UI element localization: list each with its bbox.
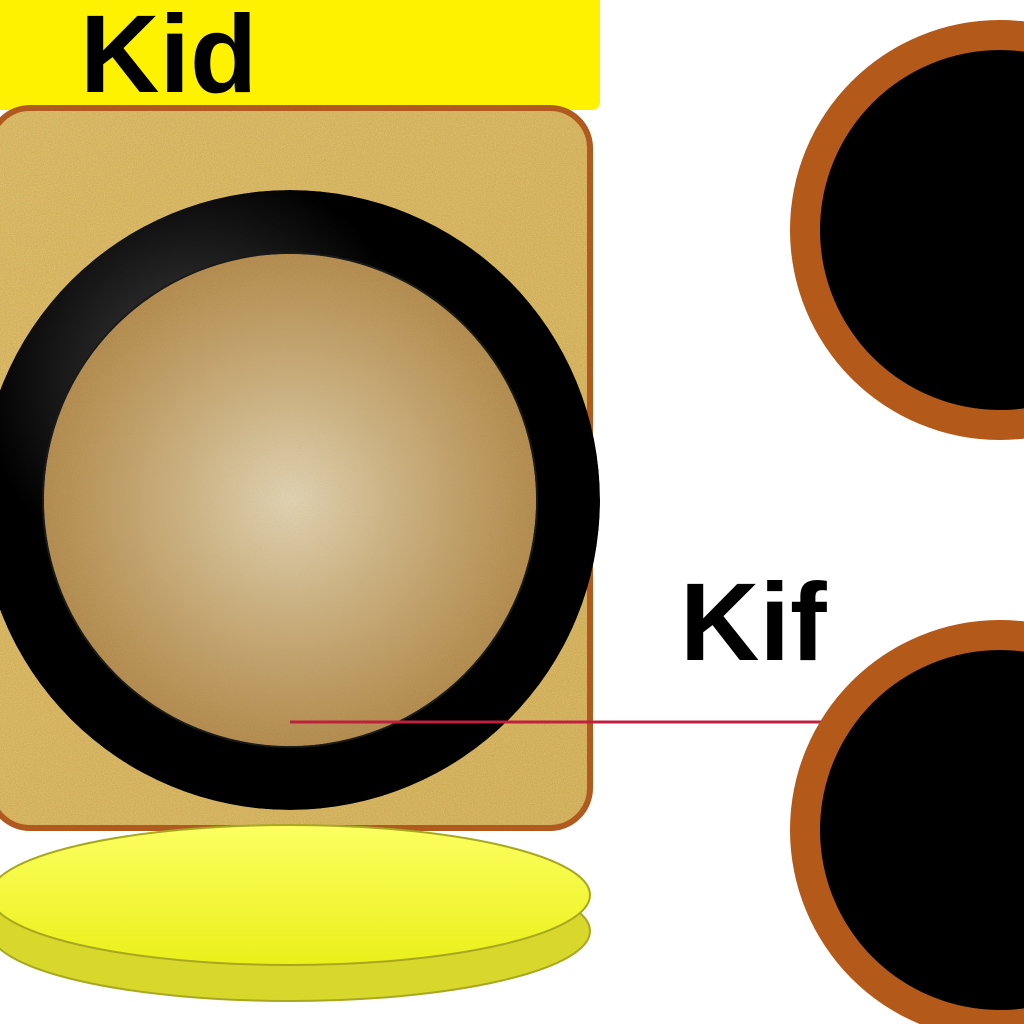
infographic-canvas: Kid Kif: [0, 0, 1024, 1024]
label-right: Kif: [680, 561, 827, 684]
center-disc: [44, 254, 536, 746]
label-top: Kid: [80, 0, 257, 116]
main-ring-group: [0, 190, 600, 810]
base-disc: [0, 825, 590, 1001]
